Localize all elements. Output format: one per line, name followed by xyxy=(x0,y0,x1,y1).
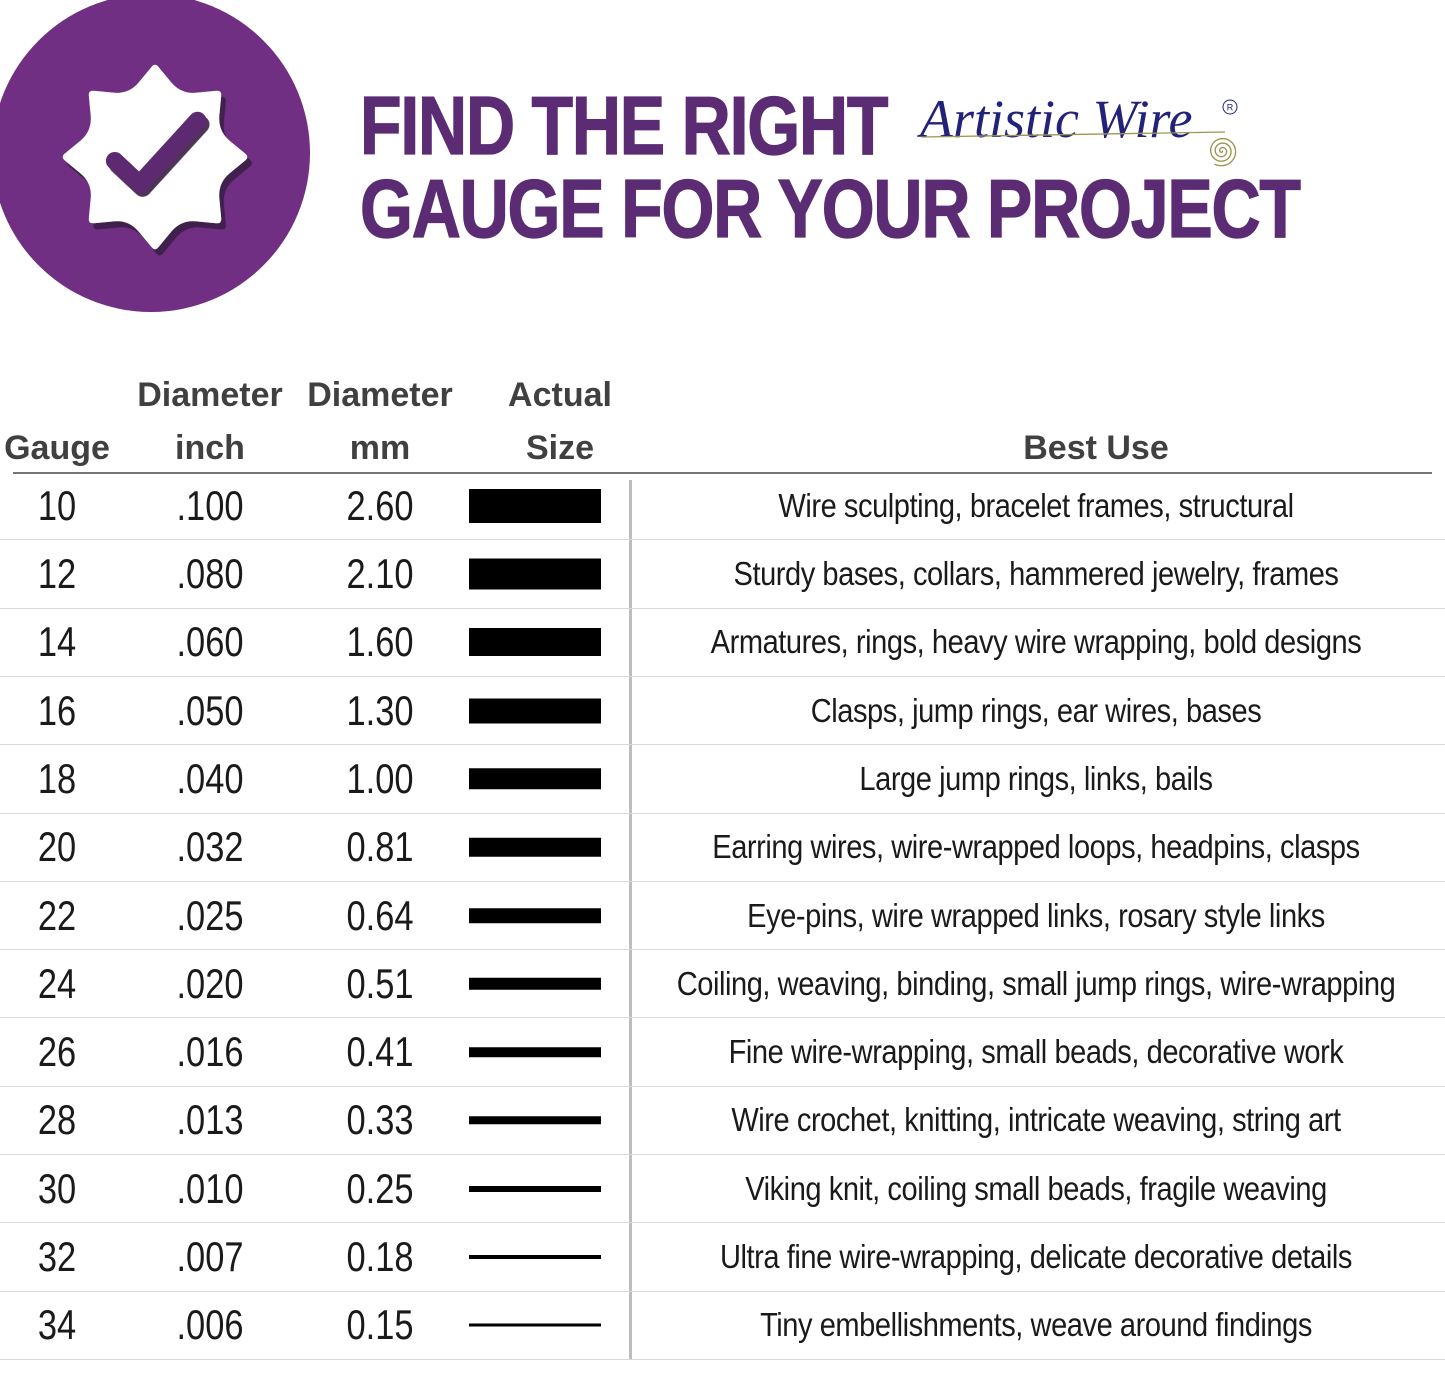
svg-text:Artistic Wire: Artistic Wire xyxy=(917,89,1192,149)
svg-text:R: R xyxy=(1227,103,1234,113)
